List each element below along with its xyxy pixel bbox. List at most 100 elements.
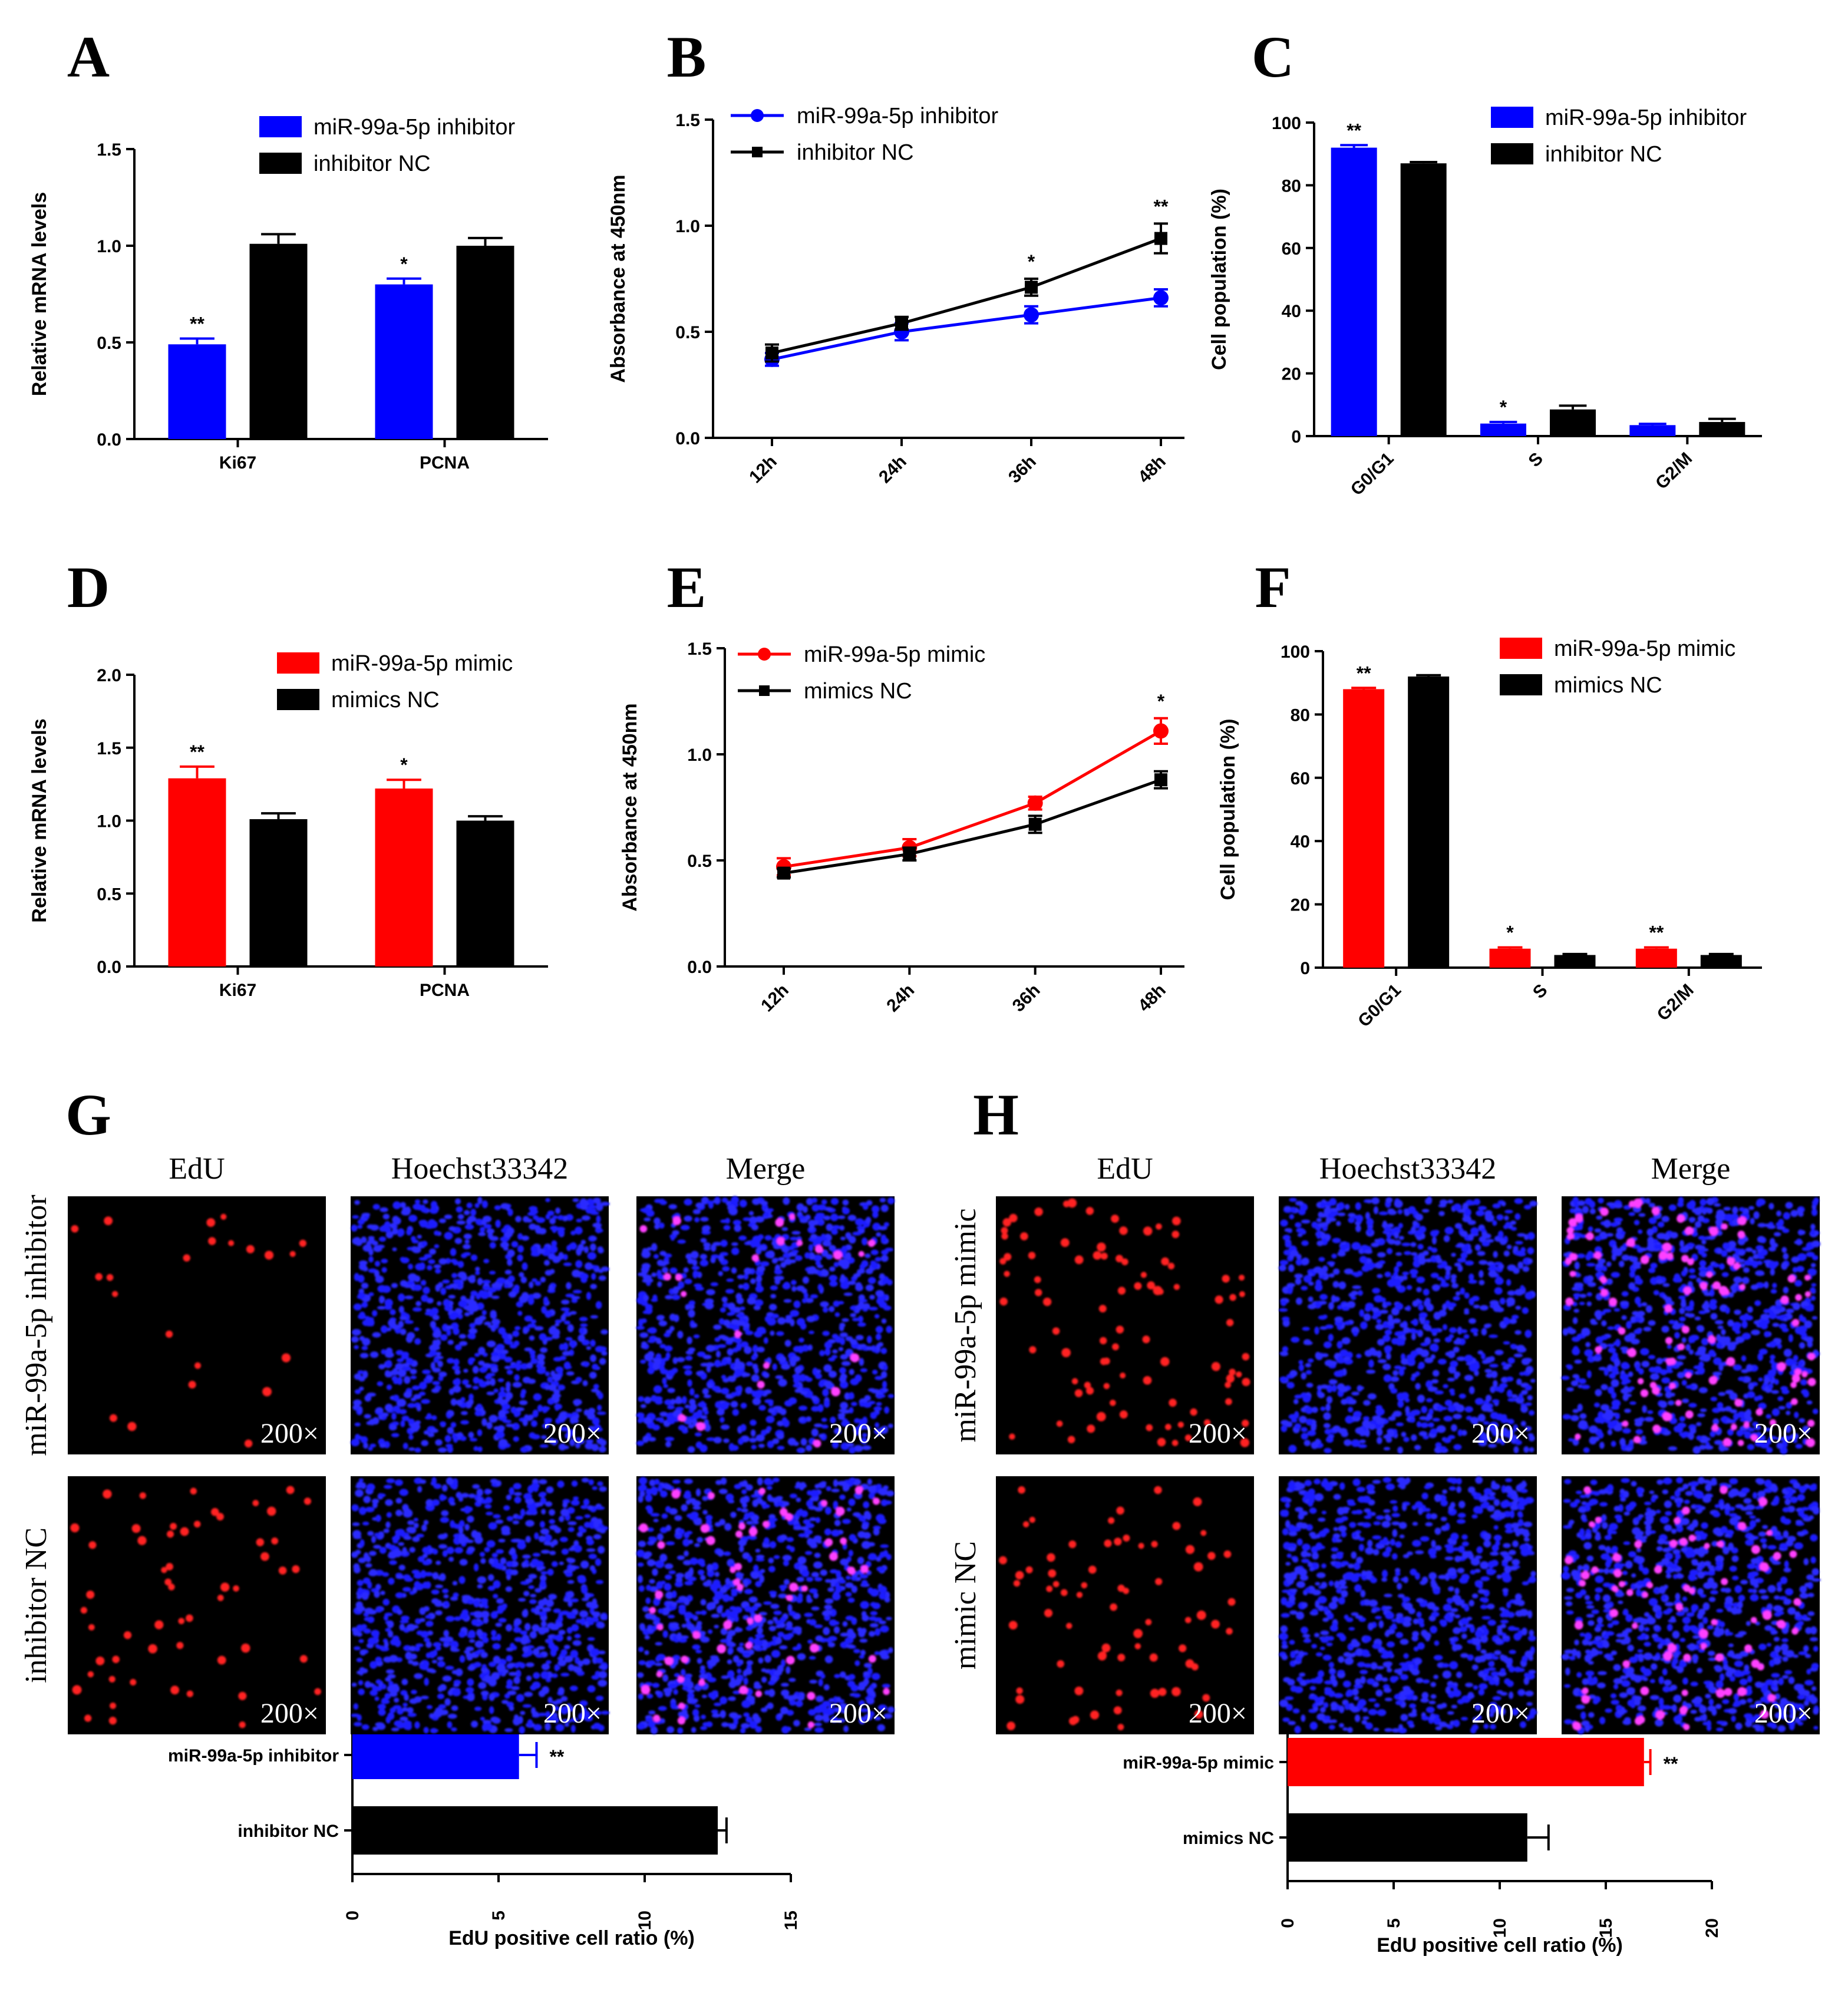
edu-positive-cell: [106, 1274, 114, 1281]
nucleus: [564, 1309, 570, 1317]
nucleus: [524, 1623, 531, 1631]
nucleus: [490, 1351, 499, 1357]
nucleus: [354, 1272, 359, 1281]
y-axis-label: Cell population (%): [1208, 189, 1230, 370]
nucleus: [475, 1532, 482, 1539]
nucleus: [777, 1664, 784, 1673]
nucleus: [1479, 1305, 1489, 1311]
nucleus: [571, 1480, 578, 1487]
nucleus: [1392, 1370, 1399, 1376]
edu-positive-cell: [1074, 1389, 1083, 1397]
nucleus: [840, 1274, 846, 1282]
nucleus: [1284, 1228, 1292, 1232]
edu-positive-cell: [867, 1239, 876, 1247]
y-tick-label: 80: [1291, 705, 1310, 725]
edu-positive-cell: [1001, 1227, 1008, 1235]
bar: [249, 819, 308, 966]
nucleus: [841, 1361, 851, 1366]
nucleus: [637, 1575, 643, 1583]
edu-positive-cell: [672, 1216, 682, 1226]
nucleus: [703, 1242, 711, 1248]
nucleus: [839, 1381, 849, 1389]
nucleus: [864, 1395, 871, 1401]
nucleus: [1348, 1407, 1354, 1413]
nucleus: [808, 1619, 817, 1626]
nucleus: [1366, 1218, 1374, 1226]
nucleus: [484, 1321, 491, 1326]
nucleus: [518, 1598, 526, 1602]
nucleus: [732, 1655, 740, 1663]
nucleus: [367, 1616, 375, 1624]
nucleus: [529, 1599, 537, 1605]
nucleus: [397, 1369, 407, 1377]
nucleus: [524, 1315, 533, 1322]
nucleus: [1332, 1268, 1340, 1275]
nucleus: [659, 1222, 665, 1229]
nucleus: [583, 1409, 589, 1416]
nucleus: [536, 1367, 546, 1374]
nucleus: [428, 1309, 434, 1317]
nucleus: [1402, 1327, 1411, 1334]
edu-positive-cell: [677, 1675, 684, 1682]
nucleus: [669, 1622, 679, 1629]
nucleus: [777, 1433, 784, 1440]
nucleus: [643, 1294, 649, 1302]
column-header: EdU: [1097, 1152, 1153, 1186]
y-tick-label: 1.0: [675, 217, 700, 236]
edu-positive-cell: [166, 1530, 174, 1538]
nucleus: [532, 1278, 537, 1282]
nucleus: [1458, 1393, 1466, 1399]
nucleus: [837, 1215, 846, 1219]
nucleus: [481, 1200, 488, 1209]
nucleus: [699, 1575, 706, 1581]
nucleus: [397, 1511, 404, 1516]
nucleus: [362, 1212, 371, 1217]
nucleus: [1468, 1233, 1474, 1241]
nucleus: [398, 1320, 404, 1328]
nucleus: [796, 1596, 803, 1604]
nucleus: [880, 1234, 887, 1243]
nucleus: [474, 1612, 483, 1619]
nucleus: [697, 1558, 705, 1565]
data-point: [765, 347, 778, 359]
nucleus: [776, 1331, 784, 1337]
nucleus: [423, 1727, 429, 1734]
nucleus: [1515, 1305, 1522, 1310]
nucleus: [880, 1347, 887, 1354]
nucleus: [874, 1256, 882, 1262]
nucleus: [1521, 1358, 1530, 1365]
nucleus: [851, 1585, 858, 1593]
nucleus: [648, 1710, 656, 1715]
legend-label: inhibitor NC: [797, 140, 914, 165]
nucleus: [839, 1367, 846, 1374]
nucleus: [381, 1697, 388, 1703]
nucleus: [441, 1484, 448, 1492]
nucleus: [642, 1606, 649, 1612]
nucleus: [501, 1350, 509, 1354]
nucleus: [1376, 1319, 1382, 1324]
nucleus: [438, 1544, 448, 1549]
nucleus: [1433, 1338, 1440, 1343]
nucleus: [539, 1444, 549, 1448]
nucleus: [1294, 1273, 1304, 1279]
nucleus: [484, 1504, 492, 1509]
nucleus: [450, 1248, 457, 1256]
nucleus: [1489, 1264, 1497, 1271]
nucleus: [886, 1490, 895, 1497]
nucleus: [529, 1631, 537, 1639]
nucleus: [755, 1716, 761, 1724]
nucleus: [489, 1678, 497, 1687]
nucleus: [424, 1677, 429, 1686]
legend-label: miR-99a-5p inhibitor: [797, 104, 998, 128]
nucleus: [1507, 1300, 1515, 1307]
nucleus: [1437, 1358, 1447, 1365]
nucleus: [730, 1512, 737, 1518]
nucleus: [739, 1199, 747, 1208]
nucleus: [1363, 1400, 1371, 1406]
nucleus: [487, 1324, 497, 1328]
nucleus: [598, 1664, 606, 1670]
nucleus: [453, 1260, 459, 1266]
nucleus: [423, 1637, 430, 1642]
nucleus: [587, 1252, 597, 1260]
nucleus: [1397, 1209, 1403, 1215]
